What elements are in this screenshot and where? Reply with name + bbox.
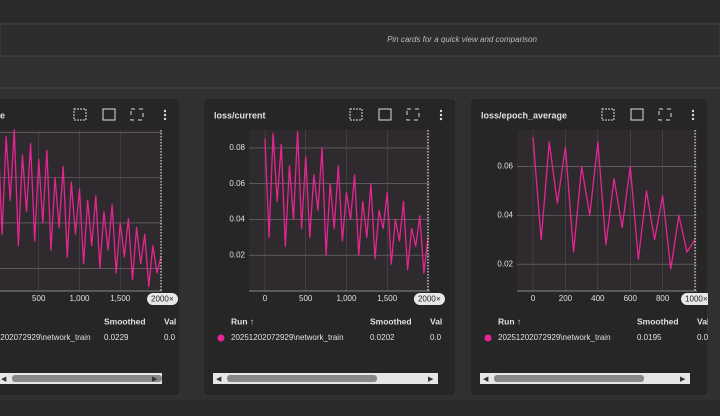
- table-header: Val: [164, 316, 176, 326]
- series-line: [264, 131, 429, 274]
- scroll-right[interactable]: ▶: [428, 376, 434, 383]
- pin-icon[interactable]: [102, 108, 116, 121]
- fit-icon[interactable]: [349, 108, 363, 121]
- card: e 500 1,000 1,500 2000× Smoothed Val 2025120207…: [0, 98, 180, 396]
- more-icon[interactable]: [163, 109, 167, 113]
- y-tick-label: 0.08: [229, 143, 245, 152]
- y-tick-label: 0.04: [229, 215, 245, 224]
- scroll-thumb[interactable]: [12, 375, 162, 382]
- y-tick-label: 0.06: [229, 179, 245, 188]
- raw-value: 0.0: [430, 333, 442, 342]
- smoothed-value: 0.0195: [637, 333, 662, 342]
- more-icon[interactable]: [439, 109, 443, 113]
- cursor-close[interactable]: ×: [703, 295, 708, 304]
- run-name: 20251202072929\network_train: [498, 333, 611, 342]
- card: loss/epoch_average 0.02 0.04 0.06 0 200 400 600…: [470, 98, 709, 396]
- fit-icon[interactable]: [73, 108, 87, 121]
- scroll-left[interactable]: ◀: [483, 376, 489, 383]
- pin-banner: [0, 23, 720, 57]
- cursor-label: 1000: [685, 295, 703, 304]
- cursor-label: 2000: [151, 295, 169, 304]
- x-tick-label: 1,500: [110, 294, 131, 303]
- pin-hint: Pin cards for a quick view and compariso…: [387, 35, 537, 44]
- y-tick-label: 0.02: [229, 250, 245, 259]
- top-bar: [0, 0, 720, 22]
- run-dot: [217, 334, 225, 342]
- y-tick-label: 0.02: [497, 259, 513, 268]
- expand-icon[interactable]: [406, 108, 420, 121]
- raw-value: 0.0: [697, 333, 709, 342]
- x-tick-label: 1,500: [377, 294, 398, 303]
- table-header: Run ↑: [231, 316, 254, 326]
- y-tick-label: 0.04: [497, 210, 513, 219]
- expand-icon[interactable]: [658, 108, 672, 121]
- x-tick-label: 0: [263, 294, 268, 303]
- more-icon[interactable]: [439, 113, 443, 117]
- table-header: Val: [430, 316, 442, 326]
- smoothed-value: 0.0229: [104, 333, 129, 342]
- cursor-badge: [147, 293, 179, 305]
- more-icon[interactable]: [439, 117, 443, 121]
- table-header: Val: [697, 316, 709, 326]
- cursor-badge: [413, 293, 445, 305]
- table-header: Smoothed: [104, 316, 146, 326]
- smoothed-value: 0.0202: [370, 333, 395, 342]
- scroll-right[interactable]: ▶: [680, 376, 686, 383]
- card-title: loss/epoch_average: [481, 110, 567, 120]
- run-name: 20251202072929\network_train: [0, 333, 91, 342]
- x-tick-label: 600: [624, 294, 638, 303]
- more-icon[interactable]: [691, 109, 695, 113]
- more-icon[interactable]: [163, 117, 167, 121]
- scroll-left[interactable]: ◀: [1, 376, 7, 383]
- card: loss/current 0.02 0.04 0.06 0.08 0 500 1,000 1,5…: [203, 98, 456, 396]
- cursor-label: 2000: [418, 295, 436, 304]
- series-line: [0, 129, 162, 288]
- more-icon[interactable]: [691, 117, 695, 121]
- plot-area: [249, 130, 430, 291]
- table-header: Run ↑: [498, 316, 521, 326]
- run-dot: [484, 334, 492, 342]
- pin-icon[interactable]: [378, 108, 392, 121]
- x-tick-label: 0: [531, 294, 536, 303]
- x-tick-label: 500: [299, 294, 313, 303]
- scroll-thumb[interactable]: [494, 375, 644, 382]
- more-icon[interactable]: [691, 113, 695, 117]
- table-header: Smoothed: [370, 316, 412, 326]
- cursor-close[interactable]: ×: [436, 295, 441, 304]
- x-tick-label: 1,000: [69, 294, 90, 303]
- x-tick-label: 800: [656, 294, 670, 303]
- scroll-thumb[interactable]: [227, 375, 377, 382]
- fit-icon[interactable]: [601, 108, 615, 121]
- cursor-badge: [681, 293, 708, 305]
- more-icon[interactable]: [163, 113, 167, 117]
- x-tick-label: 400: [591, 294, 605, 303]
- run-name: 20251202072929\network_train: [231, 333, 344, 342]
- scroll-right[interactable]: ▶: [152, 376, 158, 383]
- x-tick-label: 200: [559, 294, 573, 303]
- raw-value: 0.0: [164, 333, 176, 342]
- expand-icon[interactable]: [130, 108, 144, 121]
- scroll-left[interactable]: ◀: [216, 376, 222, 383]
- footer: [0, 400, 720, 416]
- y-tick-label: 0.06: [497, 162, 513, 171]
- table-header: Smoothed: [637, 316, 679, 326]
- cursor-close[interactable]: ×: [169, 295, 174, 304]
- pin-icon[interactable]: [630, 108, 644, 121]
- x-tick-label: 1,000: [336, 294, 357, 303]
- card-title: e: [0, 110, 5, 120]
- card-title: loss/current: [214, 110, 266, 120]
- series-line: [532, 137, 696, 270]
- x-tick-label: 500: [32, 294, 46, 303]
